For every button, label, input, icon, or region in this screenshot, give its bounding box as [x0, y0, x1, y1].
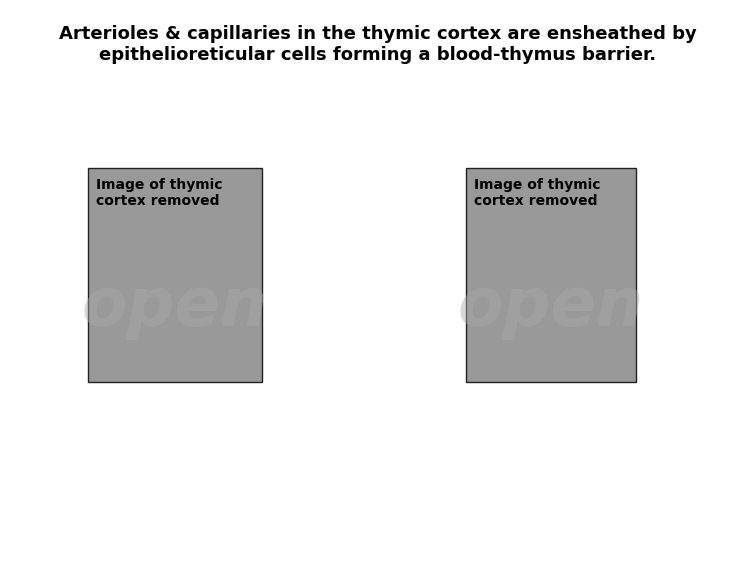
Text: Arterioles & capillaries in the thymic cortex are ensheathed by
epithelioreticul: Arterioles & capillaries in the thymic c…	[59, 25, 697, 64]
Text: open: open	[82, 274, 268, 340]
Text: Image of thymic
cortex removed: Image of thymic cortex removed	[474, 178, 600, 208]
Bar	[88, 168, 262, 382]
Bar	[466, 168, 636, 382]
Text: open: open	[458, 274, 644, 340]
Text: Image of thymic
cortex removed: Image of thymic cortex removed	[96, 178, 222, 208]
